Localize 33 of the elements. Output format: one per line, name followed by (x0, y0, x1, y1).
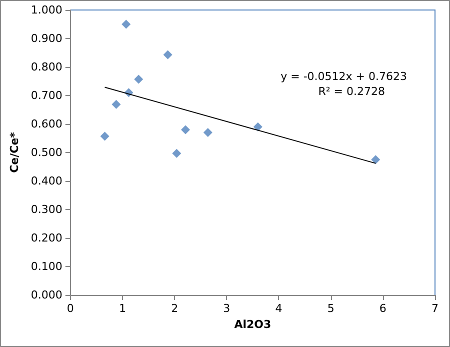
y-tick-label: 0.400 (30, 174, 62, 188)
point (100, 132, 110, 141)
x-tick-label: 6 (379, 302, 386, 315)
point (172, 148, 182, 158)
x-tick-label: 7 (432, 302, 438, 315)
point (134, 74, 144, 84)
x-tick-label: 3 (223, 302, 230, 315)
x-axis-title: Al2O3 (234, 318, 272, 331)
y-tick-label: 0.000 (30, 288, 62, 302)
y-tick-label: 0.100 (30, 260, 62, 273)
x-tick-label: 4 (275, 302, 282, 315)
y-axis-title: Ce/Ce* (8, 132, 21, 173)
x-tick-label: 2 (171, 302, 178, 315)
point (112, 100, 121, 109)
point (181, 125, 190, 134)
point (163, 50, 172, 60)
y-tick-label: 1.000 (30, 4, 62, 16)
y-tick-label: 0.800 (30, 60, 62, 74)
x-tick-label: 1 (118, 302, 126, 315)
point (203, 128, 212, 138)
annotation: R² = 0.2728 (318, 85, 386, 98)
y-tick-label: 0.700 (30, 89, 62, 102)
annotation: y = -0.0512x + 0.7623 (280, 70, 408, 83)
point (253, 122, 262, 132)
y-tick-label: 0.600 (30, 118, 62, 130)
point (371, 155, 380, 164)
y-tick-label: 0.300 (30, 203, 62, 216)
x-tick-label: 5 (327, 302, 334, 315)
y-tick-label: 0.900 (30, 32, 62, 45)
y-tick-label: 0.200 (30, 232, 62, 244)
point (122, 20, 131, 29)
y-tick-label: 0.500 (30, 146, 62, 159)
x-tick-label: 0 (66, 302, 74, 315)
